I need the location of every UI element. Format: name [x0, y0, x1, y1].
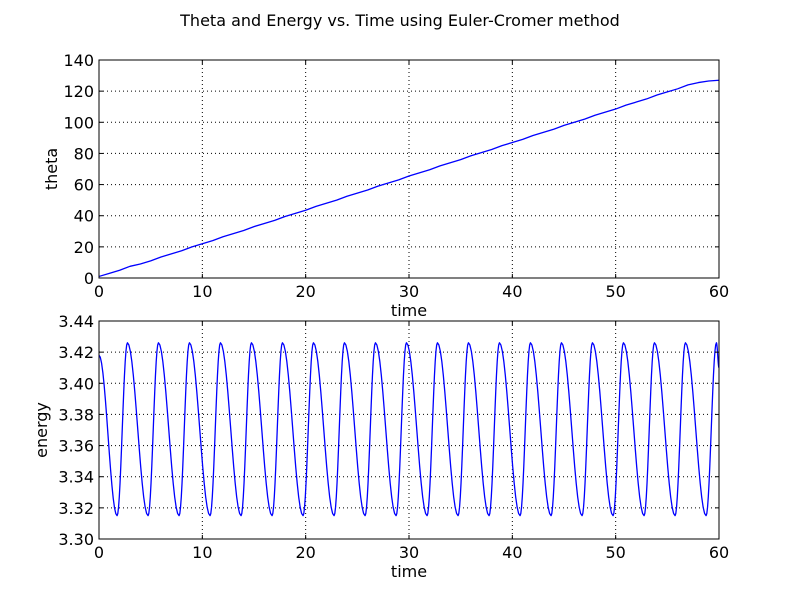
energy-ticks: 0 10 20 30 40 50 60 3.30 3.32 3.34 3.36 3.38 3.40 3.4…	[58, 312, 729, 562]
energy-ytick-label: 3.42	[58, 343, 94, 362]
theta-ytick-label: 80	[74, 144, 94, 163]
theta-grid	[99, 60, 719, 278]
energy-xtick-label: 20	[295, 543, 315, 562]
theta-series-line	[98, 79, 720, 278]
energy-ytick-label: 3.34	[58, 468, 94, 487]
theta-ytick-label: 40	[74, 207, 94, 226]
theta-xtick-label: 30	[399, 282, 419, 301]
energy-ytick-label: 3.44	[58, 312, 94, 331]
theta-xtick-label: 60	[709, 282, 729, 301]
energy-series-line	[98, 342, 720, 517]
energy-subplot: 0 10 20 30 40 50 60 3.30 3.32 3.34 3.36 3.38 3.40 3.4…	[32, 312, 729, 581]
energy-xlabel: time	[391, 562, 427, 581]
energy-xtick-label: 10	[192, 543, 212, 562]
energy-series	[98, 342, 720, 517]
theta-xtick-label: 40	[502, 282, 522, 301]
energy-xtick-label: 50	[605, 543, 625, 562]
energy-grid	[99, 321, 719, 539]
theta-ylabel: theta	[42, 148, 61, 190]
energy-ytick-label: 3.36	[58, 437, 94, 456]
theta-ticks: 0 10 20 30 40 50 60 0 20 40 60 80 100 120 140	[63, 51, 729, 301]
energy-xtick-label: 60	[709, 543, 729, 562]
theta-series	[98, 79, 720, 278]
energy-ytick-label: 3.30	[58, 530, 94, 549]
theta-ytick-label: 0	[84, 269, 94, 288]
theta-subplot: 0 10 20 30 40 50 60 0 20 40 60 80 100 120 140 time the…	[42, 51, 729, 320]
figure-title: Theta and Energy vs. Time using Euler-Cr…	[179, 11, 620, 30]
theta-xtick-label: 10	[192, 282, 212, 301]
energy-ytick-label: 3.32	[58, 499, 94, 518]
theta-ytick-label: 120	[63, 82, 94, 101]
theta-ytick-label: 20	[74, 238, 94, 257]
energy-xtick-label: 30	[399, 543, 419, 562]
energy-ylabel: energy	[32, 402, 51, 458]
theta-ytick-label: 60	[74, 176, 94, 195]
theta-xtick-label: 20	[295, 282, 315, 301]
theta-xtick-label: 0	[94, 282, 104, 301]
theta-xtick-label: 50	[605, 282, 625, 301]
energy-xtick-label: 40	[502, 543, 522, 562]
theta-ytick-label: 140	[63, 51, 94, 70]
theta-ytick-label: 100	[63, 113, 94, 132]
energy-ytick-label: 3.38	[58, 405, 94, 424]
energy-xtick-label: 0	[94, 543, 104, 562]
theta-xlabel: time	[391, 301, 427, 320]
energy-ytick-label: 3.40	[58, 374, 94, 393]
